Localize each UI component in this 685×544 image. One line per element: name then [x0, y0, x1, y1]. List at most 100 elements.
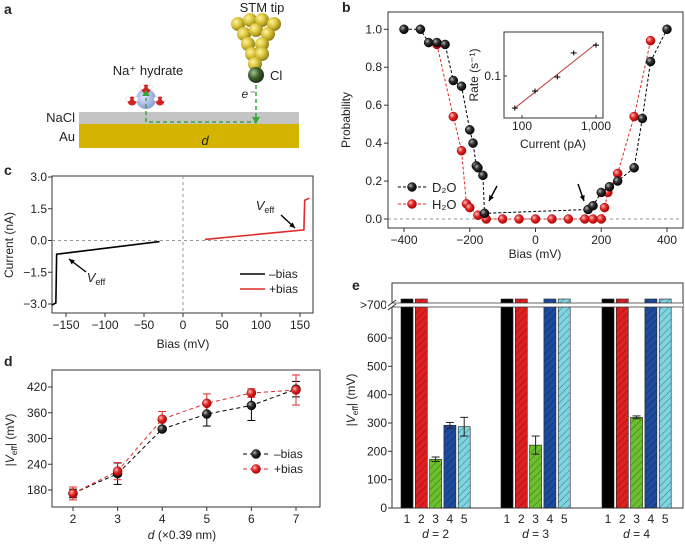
x-tick-label: 1 [404, 512, 411, 526]
bar [429, 458, 442, 509]
distance-label: d [201, 133, 209, 148]
water-hydrogen [133, 96, 139, 102]
series-line [51, 240, 160, 306]
inset-y-tick-label: 0.1 [484, 69, 501, 83]
data-point [157, 424, 167, 434]
x-tick-label: 400 [657, 233, 677, 247]
x-axis-label: d (×0.39 nm) [148, 528, 216, 542]
data-point [399, 24, 409, 35]
y-tick-label: 0.4 [365, 136, 382, 150]
text-part: | (mV) [344, 374, 358, 406]
veff-label-negative: Veff [87, 270, 106, 287]
text-part: d [422, 527, 429, 541]
data-point [157, 414, 167, 424]
x-axis-label: Bias (mV) [157, 337, 210, 351]
x-tick-label: 5 [662, 512, 669, 526]
au-label: Au [59, 129, 75, 144]
data-point [202, 398, 212, 409]
nacl-label: NaCl [46, 110, 75, 125]
y-tick-label: 0 [380, 501, 387, 515]
series-line [204, 197, 310, 241]
panel-letter-c: c [4, 162, 12, 178]
data-point [251, 464, 261, 474]
data-point [448, 75, 459, 86]
bar [630, 417, 643, 509]
x-tick-label: 0 [532, 233, 539, 247]
data-point [629, 111, 639, 122]
y-tick-label: 300 [367, 416, 387, 430]
data-point [407, 182, 417, 192]
y-tick-label: 400 [367, 388, 387, 402]
na-hydrate-label: Na⁺ hydrate [113, 63, 183, 78]
data-point [291, 385, 301, 395]
cl-atom [248, 67, 264, 83]
axis-break-gap [386, 303, 683, 307]
x-tick-label: 7 [293, 512, 300, 526]
data-point [530, 214, 541, 224]
tip-atom [249, 23, 263, 37]
text-part: d [148, 528, 155, 542]
text-part: eff [264, 205, 274, 215]
text-part: = 2 [429, 527, 450, 541]
au-substrate [79, 124, 299, 148]
y-tick-label: 420 [27, 380, 47, 394]
y-axis-label: Probability [339, 92, 353, 148]
data-point [465, 125, 475, 135]
veff-arrow-positive-head [289, 222, 295, 228]
x-tick-label: 5 [561, 512, 568, 526]
y-tick-label: 1.0 [365, 22, 382, 36]
panel-a-schematic: NaCl Au Cl STM tip Na⁺ hydrate e⁻ d [46, 0, 299, 148]
y-tick-label: 0.8 [365, 60, 382, 74]
bar [414, 298, 428, 509]
data-point [202, 409, 212, 419]
group-label: d = 2 [422, 527, 449, 541]
data-point [588, 214, 598, 224]
y-tick-label: 360 [27, 406, 47, 420]
data-point [497, 214, 508, 224]
text-part: d [623, 527, 630, 541]
data-point [448, 111, 459, 122]
series-line [72, 389, 297, 494]
water-hydrogen [153, 96, 159, 102]
axis-break-slash [387, 303, 397, 311]
x-tick-label: 0 [180, 318, 187, 332]
legend-label: –bias [269, 267, 298, 281]
data-point [599, 202, 610, 213]
data-point [629, 163, 639, 173]
y-tick-label: 180 [27, 483, 47, 497]
x-tick-label: 1 [605, 512, 612, 526]
x-tick-label: 200 [591, 233, 611, 247]
y-tick-label: 0.0 [30, 234, 47, 248]
nacl-layer [79, 112, 299, 124]
x-tick-label: 150 [290, 318, 310, 332]
x-tick-label: 4 [547, 512, 554, 526]
y-tick-label: 200 [367, 444, 387, 458]
x-tick-label: −400 [390, 233, 417, 247]
text-part: V [256, 198, 266, 213]
x-tick-label: 5 [461, 512, 468, 526]
data-point [547, 214, 557, 224]
data-point [465, 202, 475, 213]
legend-label: –bias [274, 447, 303, 461]
data-point [596, 187, 606, 198]
bar [500, 298, 514, 509]
arrow-negative-threshold-head [489, 195, 494, 201]
panel-c-current-chart: −150 −100 −50 0 50 100 150 3.0 1.5 0.0 −1.5 −3.0 Bia… [2, 170, 314, 351]
x-tick-label: 2 [70, 512, 77, 526]
bar [644, 298, 658, 509]
data-point [246, 400, 257, 411]
bar [443, 424, 457, 509]
legend-label: +bias [269, 282, 298, 296]
bar [457, 426, 471, 509]
x-axis-label: Bias (mV) [509, 247, 562, 261]
data-point [456, 81, 467, 91]
path-arrowhead [142, 90, 150, 96]
bar [615, 298, 629, 509]
data-point [588, 200, 598, 211]
data-point [468, 138, 478, 148]
bar [543, 298, 557, 509]
text-part: | [344, 423, 358, 426]
data-point [68, 488, 78, 499]
cl-label: Cl [270, 68, 282, 83]
